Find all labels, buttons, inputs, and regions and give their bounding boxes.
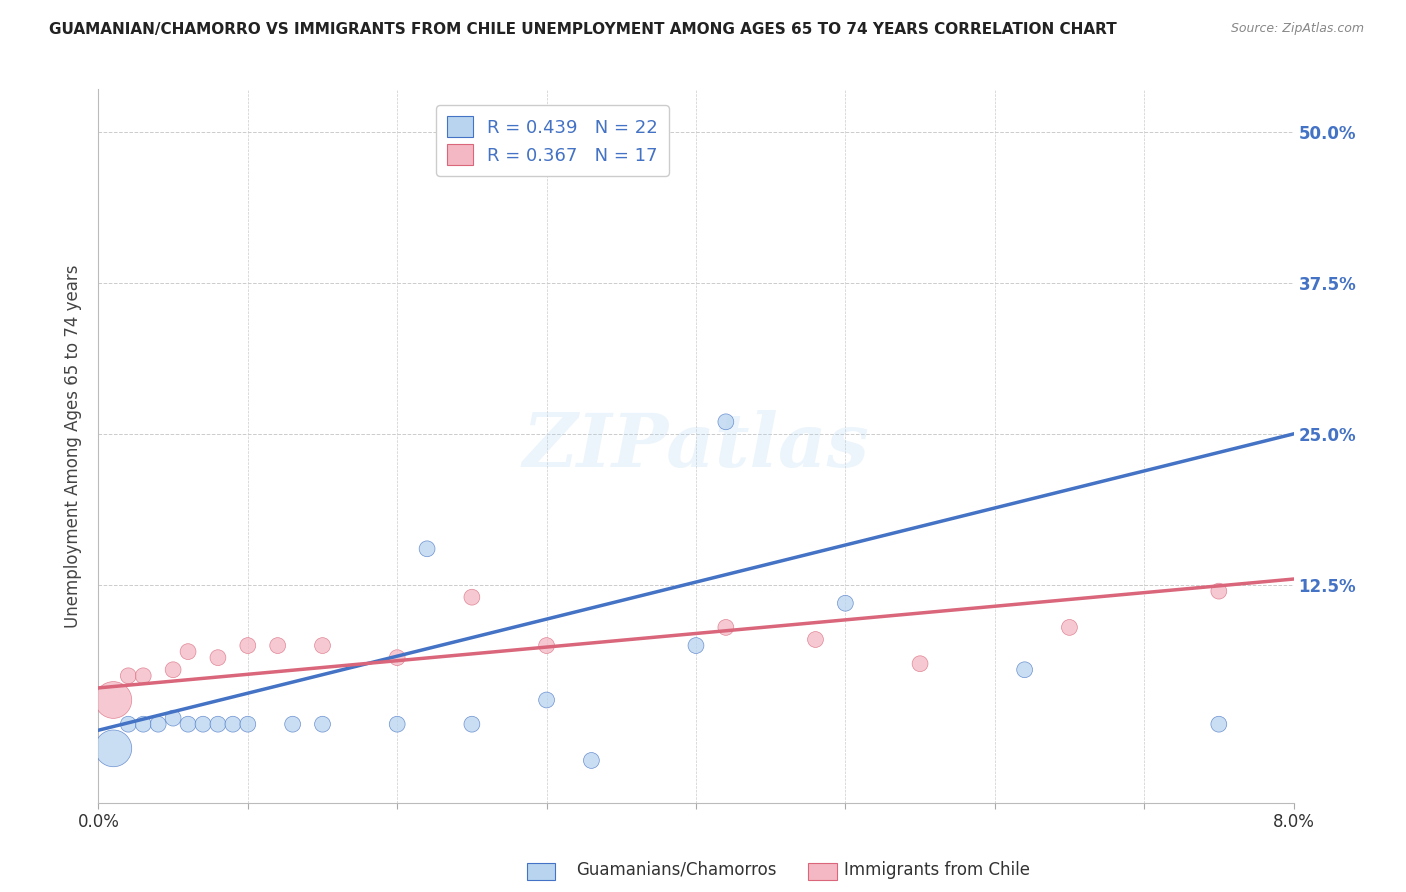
Point bbox=[191, 717, 214, 731]
Y-axis label: Unemployment Among Ages 65 to 74 years: Unemployment Among Ages 65 to 74 years bbox=[65, 264, 83, 628]
Point bbox=[834, 596, 856, 610]
Point bbox=[148, 717, 170, 731]
Text: Source: ZipAtlas.com: Source: ZipAtlas.com bbox=[1230, 22, 1364, 36]
Point bbox=[311, 717, 333, 731]
Point bbox=[1014, 663, 1036, 677]
Point bbox=[162, 663, 184, 677]
Point bbox=[177, 717, 200, 731]
Point bbox=[103, 741, 125, 756]
Point bbox=[162, 711, 184, 725]
Point bbox=[908, 657, 931, 671]
Point bbox=[461, 717, 484, 731]
Point bbox=[207, 650, 229, 665]
Point bbox=[103, 693, 125, 707]
Point bbox=[1059, 620, 1081, 634]
Point bbox=[385, 717, 409, 731]
Point bbox=[132, 669, 155, 683]
Point bbox=[281, 717, 304, 731]
Point bbox=[117, 717, 139, 731]
Point bbox=[236, 639, 259, 653]
Point bbox=[117, 669, 139, 683]
Point bbox=[714, 415, 737, 429]
Point bbox=[311, 639, 333, 653]
Point bbox=[804, 632, 827, 647]
Point bbox=[236, 717, 259, 731]
Point bbox=[685, 639, 707, 653]
Legend: R = 0.439   N = 22, R = 0.367   N = 17: R = 0.439 N = 22, R = 0.367 N = 17 bbox=[436, 105, 669, 176]
Point bbox=[714, 620, 737, 634]
Point bbox=[267, 639, 290, 653]
Text: ZIPatlas: ZIPatlas bbox=[523, 409, 869, 483]
Point bbox=[1208, 717, 1230, 731]
Point bbox=[416, 541, 439, 556]
Point bbox=[132, 717, 155, 731]
Point bbox=[461, 590, 484, 604]
Point bbox=[222, 717, 245, 731]
Text: Guamanians/Chamorros: Guamanians/Chamorros bbox=[576, 861, 778, 879]
Text: GUAMANIAN/CHAMORRO VS IMMIGRANTS FROM CHILE UNEMPLOYMENT AMONG AGES 65 TO 74 YEA: GUAMANIAN/CHAMORRO VS IMMIGRANTS FROM CH… bbox=[49, 22, 1116, 37]
Point bbox=[581, 754, 603, 768]
Point bbox=[536, 639, 558, 653]
Point bbox=[207, 717, 229, 731]
Point bbox=[177, 645, 200, 659]
Point bbox=[536, 693, 558, 707]
Point bbox=[1208, 584, 1230, 599]
Text: Immigrants from Chile: Immigrants from Chile bbox=[844, 861, 1029, 879]
Point bbox=[385, 650, 409, 665]
